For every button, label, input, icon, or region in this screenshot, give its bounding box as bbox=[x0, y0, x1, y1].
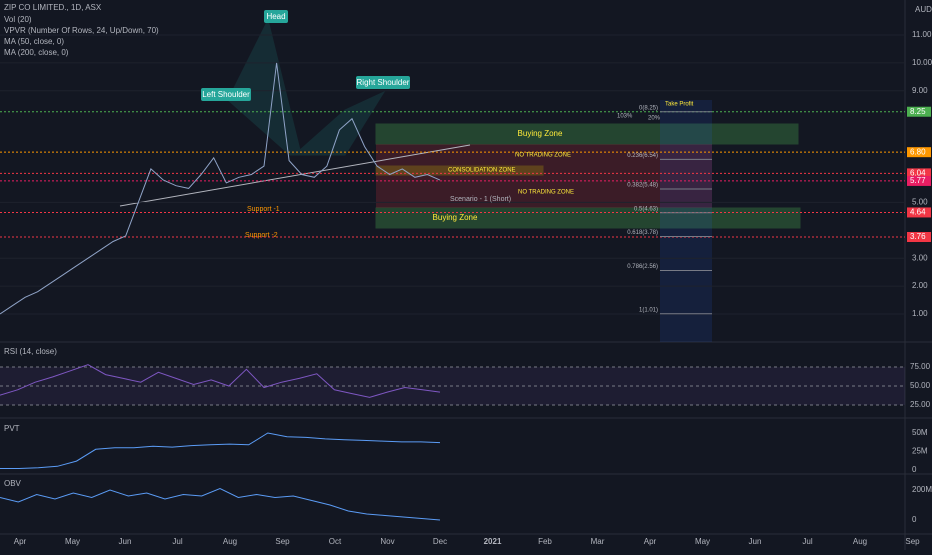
pvt-tick: 25M bbox=[912, 447, 928, 456]
x-tick: Mar bbox=[591, 537, 605, 546]
pvt-tick: 0 bbox=[912, 465, 917, 474]
price-badge-label: 5.77 bbox=[910, 176, 926, 185]
fib-label: 0.786(2.56) bbox=[627, 264, 658, 270]
support-label: Support -1 bbox=[247, 206, 280, 213]
obv-tick: 200M bbox=[912, 485, 932, 494]
x-tick: Sep bbox=[905, 537, 920, 546]
price-tick: 11.00 bbox=[912, 30, 932, 39]
pct-label: 20% bbox=[648, 116, 661, 122]
symbol: ZIP CO LIMITED., 1D, ASX bbox=[4, 3, 102, 12]
price-badge bbox=[907, 231, 931, 242]
neckline bbox=[119, 144, 471, 207]
x-tick: Feb bbox=[538, 537, 552, 546]
indicator: VPVR (Number Of Rows, 24, Up/Down, 70) bbox=[4, 26, 159, 35]
indicator: Vol (20) bbox=[4, 15, 32, 24]
fib-label: 0.618(3.78) bbox=[627, 230, 658, 236]
x-tick: Dec bbox=[433, 537, 447, 546]
rsi-tick: 50.00 bbox=[910, 381, 931, 390]
price-badge bbox=[907, 207, 931, 218]
fib-label: 1(1.01) bbox=[639, 307, 658, 313]
price-badge-label: 8.25 bbox=[910, 107, 926, 116]
price-tick: 9.00 bbox=[912, 86, 928, 95]
x-tick: Jun bbox=[749, 537, 762, 546]
x-tick: Aug bbox=[223, 537, 237, 546]
price-badge-label: 6.80 bbox=[910, 147, 926, 156]
fib-box bbox=[660, 100, 712, 342]
pct-label: 103% bbox=[617, 114, 633, 120]
x-tick: Nov bbox=[380, 537, 394, 546]
take-profit: Take Profit bbox=[665, 102, 694, 108]
price-tick: 3.00 bbox=[912, 253, 928, 262]
label-bg bbox=[201, 88, 251, 101]
x-tick: Apr bbox=[14, 537, 27, 546]
x-tick: Jul bbox=[172, 537, 182, 546]
price-badge bbox=[907, 168, 931, 179]
left-shoulder-label: Left Shoulder bbox=[202, 90, 250, 99]
zone-label: NO TRADING ZONE bbox=[515, 153, 571, 159]
zone-label: NO TRADING ZONE bbox=[518, 190, 574, 196]
head-shoulders bbox=[227, 18, 386, 156]
price-tick: 2.00 bbox=[912, 281, 928, 290]
price-tick: 1.00 bbox=[912, 309, 928, 318]
x-tick: May bbox=[695, 537, 710, 546]
axis-unit: AUD bbox=[915, 5, 932, 14]
consolidation-zone bbox=[375, 165, 544, 176]
fib-label: 0.382(5.48) bbox=[627, 183, 658, 189]
price-tick: 10.00 bbox=[912, 58, 932, 67]
rsi-line bbox=[0, 364, 441, 398]
rsi-tick: 75.00 bbox=[910, 362, 931, 371]
x-tick: Jul bbox=[802, 537, 812, 546]
zone-label: Buying Zone bbox=[433, 213, 478, 222]
right-shoulder-label: Right Shoulder bbox=[357, 78, 410, 87]
support-label: Support -2 bbox=[245, 232, 278, 239]
label-bg bbox=[356, 76, 410, 89]
pvt-tick: 50M bbox=[912, 428, 928, 437]
price-tick: 5.00 bbox=[912, 198, 928, 207]
price-badge-label: 6.04 bbox=[910, 168, 926, 177]
pane-title: PVT bbox=[4, 424, 20, 433]
pvt-line bbox=[0, 432, 441, 469]
price-badge bbox=[907, 147, 931, 158]
x-tick: Oct bbox=[329, 537, 342, 546]
buying-zone-top bbox=[375, 123, 799, 145]
head-label: Head bbox=[266, 12, 285, 21]
label-bg bbox=[264, 10, 288, 23]
x-tick: Aug bbox=[853, 537, 867, 546]
price-badge bbox=[907, 106, 931, 117]
obv-line bbox=[0, 487, 441, 521]
obv-tick: 0 bbox=[912, 515, 917, 524]
pane-title: OBV bbox=[4, 479, 22, 488]
pane-title: RSI (14, close) bbox=[4, 347, 57, 356]
price-badge bbox=[907, 175, 931, 186]
price-badge-label: 4.64 bbox=[910, 208, 926, 217]
rsi-tick: 25.00 bbox=[910, 400, 931, 409]
x-tick: Sep bbox=[275, 537, 290, 546]
fib-label: 0(8.25) bbox=[639, 105, 658, 111]
x-tick: 2021 bbox=[484, 537, 502, 546]
x-tick: Jun bbox=[119, 537, 132, 546]
price-line bbox=[0, 62, 441, 315]
scenario-label: Scenario - 1 (Short) bbox=[450, 196, 511, 203]
x-tick: Apr bbox=[644, 537, 657, 546]
price-badge-label: 3.76 bbox=[910, 232, 926, 241]
x-tick: May bbox=[65, 537, 80, 546]
zone-label: CONSOLIDATION ZONE bbox=[448, 168, 516, 174]
fib-label: 0.5(4.63) bbox=[634, 206, 658, 212]
fib-label: 0.236(6.54) bbox=[627, 153, 658, 159]
zone-label: Buying Zone bbox=[518, 129, 563, 138]
indicator: MA (50, close, 0) bbox=[4, 37, 64, 46]
indicator: MA (200, close, 0) bbox=[4, 48, 69, 57]
